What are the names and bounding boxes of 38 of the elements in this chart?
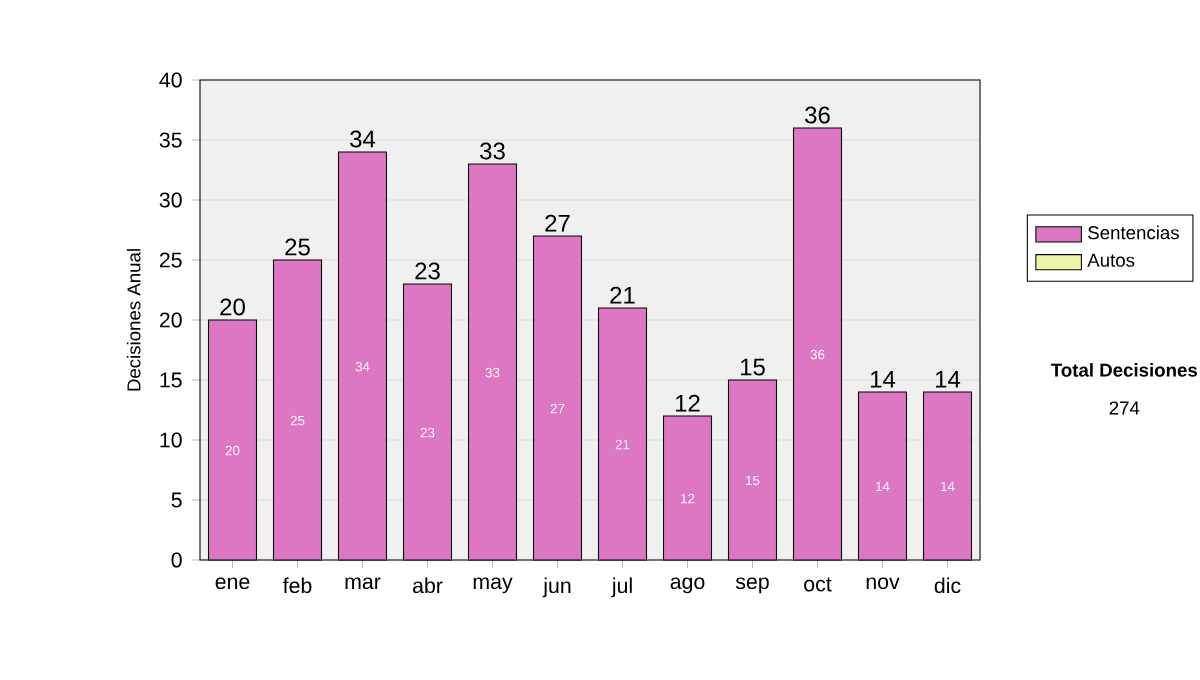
y-tick-label: 35 <box>159 132 182 148</box>
total-label: 33 <box>480 142 505 160</box>
y-axis-title: Decisiones Anual <box>126 249 141 391</box>
x-tick-label: oct <box>804 577 832 592</box>
total-label: 25 <box>285 238 310 256</box>
y-tick-label: 5 <box>171 492 182 508</box>
y-tick-label: 20 <box>159 312 182 328</box>
x-tick-label: may <box>473 577 513 594</box>
total-label: 36 <box>805 106 830 124</box>
y-tick-label: 30 <box>159 192 182 208</box>
total-label: 20 <box>220 298 245 316</box>
y-tick-label: 10 <box>160 432 182 448</box>
total-label: 15 <box>741 358 765 376</box>
total-label: 14 <box>936 370 961 388</box>
total-label: 34 <box>350 130 376 148</box>
x-tick-label: sep <box>735 577 769 594</box>
x-tick-label: abr <box>413 577 443 594</box>
x-tick-label: jul <box>611 577 632 598</box>
y-tick-label: 0 <box>171 552 182 568</box>
text: Total Decisiones <box>1051 363 1198 377</box>
total-label: 21 <box>610 286 635 304</box>
y-tick-label: 40 <box>159 72 182 88</box>
total-label: 12 <box>676 394 700 412</box>
x-tick-label: ago <box>670 577 705 594</box>
x-tick-label: dic <box>934 577 961 594</box>
x-tick-label: mar <box>345 577 381 590</box>
legend-label: Autos <box>1087 253 1135 267</box>
y-tick-label: 25 <box>159 252 182 268</box>
total-label: 14 <box>871 370 896 388</box>
total-label: 27 <box>545 214 570 232</box>
y-tick-label: 15 <box>160 372 182 388</box>
x-tick-label: ene <box>215 577 250 590</box>
x-tick-label: nov <box>866 577 900 590</box>
total-label: 23 <box>415 262 440 280</box>
x-tick-label: jun <box>542 577 571 598</box>
text: 274 <box>1109 401 1140 415</box>
legend-label: Sentencias <box>1088 225 1179 240</box>
x-tick-label: feb <box>282 577 312 594</box>
